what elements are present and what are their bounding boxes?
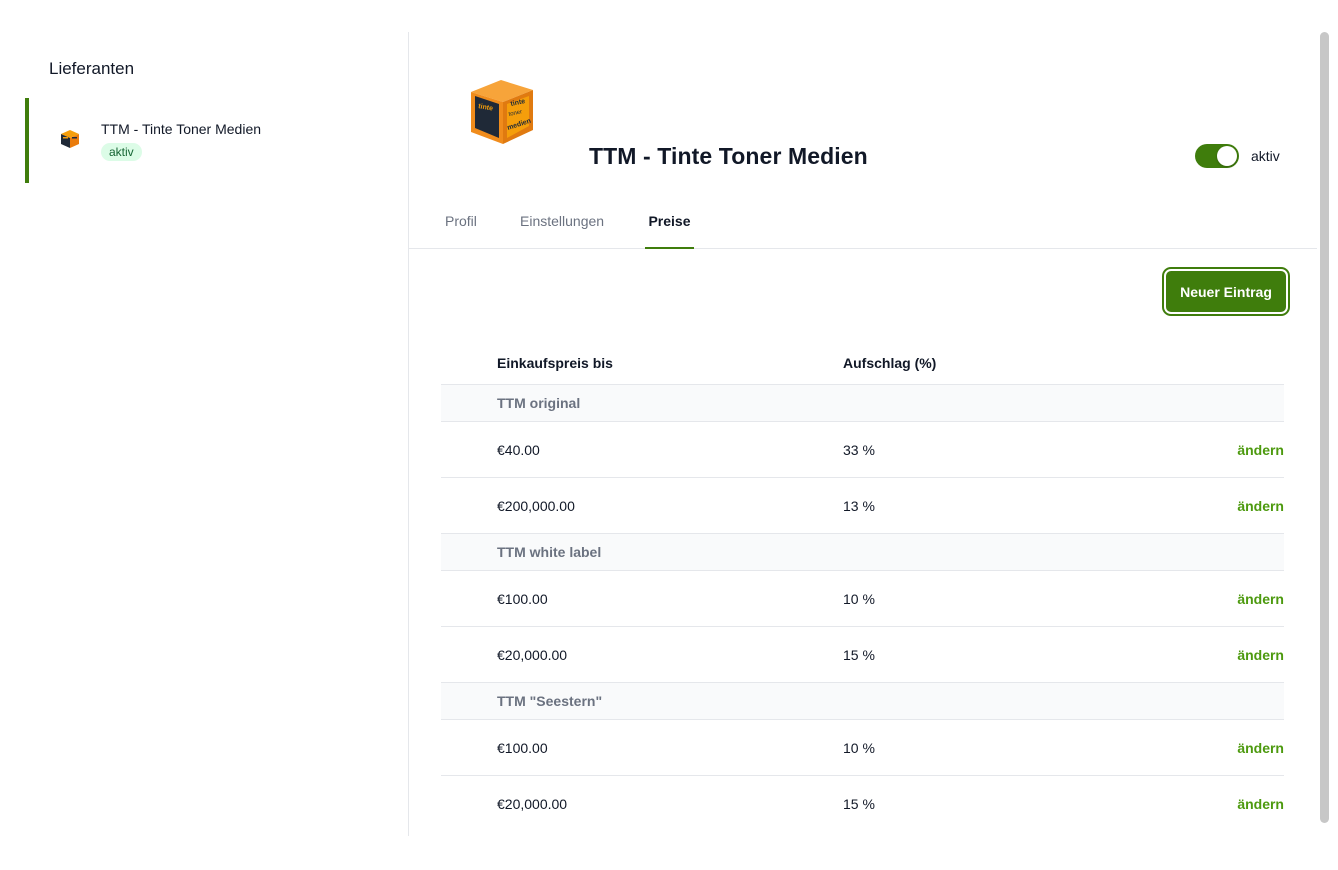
price-cell: €20,000.00 [497,647,568,663]
table-row: €100.00 10 % ändern [441,720,1284,776]
table-group-row: TTM original [441,385,1284,422]
table-row: €20,000.00 15 % ändern [441,776,1284,832]
column-header-markup: Aufschlag (%) [843,355,937,371]
ttm-cube-logo-icon: tinte toner medien tinte [471,80,533,144]
tab-bar: Profil Einstellungen Preise [409,200,1317,249]
table-header: Einkaufspreis bis Aufschlag (%) [441,343,1284,385]
sidebar-title: Lieferanten [49,59,135,78]
markup-cell: 15 % [843,647,875,663]
edit-link[interactable]: ändern [1237,591,1284,607]
status-badge: aktiv [101,143,142,161]
active-toggle-label: aktiv [1251,148,1280,164]
table-row: €100.00 10 % ändern [441,571,1284,627]
price-cell: €40.00 [497,442,540,458]
markup-cell: 33 % [843,442,875,458]
page-title: TTM - Tinte Toner Medien [589,143,868,169]
ttm-cube-logo-icon [61,130,79,148]
edit-link[interactable]: ändern [1237,647,1284,663]
tab-preise[interactable]: Preise [645,200,694,249]
column-header-price: Einkaufspreis bis [497,355,613,371]
main-scrollbar[interactable] [1320,32,1329,823]
table-row: €200,000.00 13 % ändern [441,478,1284,534]
markup-cell: 10 % [843,591,875,607]
table-row: €40.00 33 % ändern [441,422,1284,478]
price-cell: €200,000.00 [497,498,575,514]
new-entry-button[interactable]: Neuer Eintrag [1164,269,1288,314]
markup-cell: 15 % [843,796,875,812]
edit-link[interactable]: ändern [1237,442,1284,458]
group-name: TTM white label [497,544,602,560]
price-cell: €100.00 [497,591,548,607]
sidebar: Lieferanten TTM - Tinte Toner Medien akt… [0,32,409,836]
sidebar-item-label: TTM - Tinte Toner Medien [101,121,262,137]
active-toggle[interactable] [1195,144,1239,168]
logo-word-toner: toner [508,109,523,118]
sidebar-item-ttm[interactable]: TTM - Tinte Toner Medien aktiv [25,98,408,183]
tab-einstellungen[interactable]: Einstellungen [520,213,605,229]
markup-cell: 13 % [843,498,875,514]
price-cell: €20,000.00 [497,796,568,812]
table-group-row: TTM white label [441,534,1284,571]
edit-link[interactable]: ändern [1237,498,1284,514]
toggle-knob [1217,146,1237,166]
main-panel: tinte toner medien tinte TTM - Tinte Ton… [409,32,1317,836]
edit-link[interactable]: ändern [1237,796,1284,812]
markup-cell: 10 % [843,740,875,756]
table-row: €20,000.00 15 % ändern [441,627,1284,683]
edit-link[interactable]: ändern [1237,740,1284,756]
tab-profil[interactable]: Profil [445,213,477,229]
active-toggle-group: aktiv [1195,143,1280,169]
group-name: TTM "Seestern" [497,693,603,709]
table-group-row: TTM "Seestern" [441,683,1284,720]
logo-word-tinte-right: tinte [510,98,526,108]
logo-word-tinte-left: tinte [478,103,494,112]
group-name: TTM original [497,395,581,411]
price-table: Einkaufspreis bis Aufschlag (%) TTM orig… [441,343,1284,832]
price-cell: €100.00 [497,740,548,756]
